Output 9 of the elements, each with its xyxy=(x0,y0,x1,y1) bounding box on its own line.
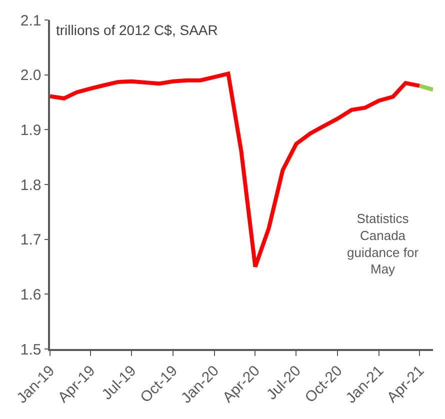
y-axis-title: trillions of 2012 C$, SAAR xyxy=(56,22,218,38)
y-tick-label: 1.9 xyxy=(20,122,42,139)
y-tick-label: 1.7 xyxy=(20,232,42,249)
y-tick-label: 2.1 xyxy=(20,12,42,30)
y-tick-label: 1.6 xyxy=(20,286,42,304)
y-tick-label: 1.5 xyxy=(20,341,42,358)
y-tick-label: 1.8 xyxy=(20,176,42,194)
annotation: Statistics Canada guidance for May xyxy=(347,211,420,277)
y-tick-label: 2.0 xyxy=(20,67,42,84)
